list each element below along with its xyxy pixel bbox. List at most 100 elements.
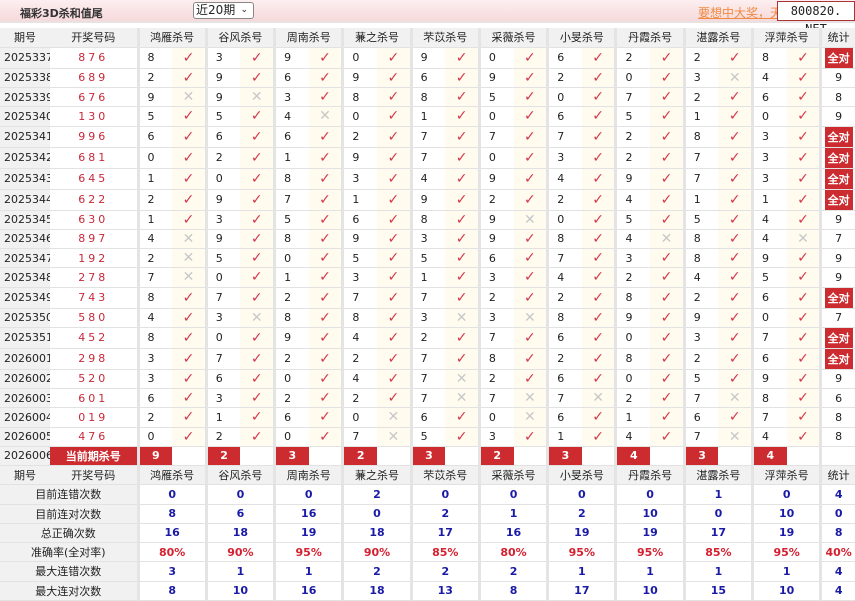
check-icon: ✓ (308, 407, 343, 428)
check-icon: ✓ (172, 287, 207, 309)
cross-icon: ✕ (172, 87, 207, 108)
table-row: 2025350 580 4 ✓ 3 ✕ 8 ✓ 8 ✓ 3 ✕ 3 ✕ 8 ✓ 9 ✓ 9 ✓ 0 ✓ 7 (0, 308, 855, 328)
kill-number: 4 (682, 267, 719, 288)
kill-number: 0 (273, 427, 309, 447)
check-icon: ✓ (650, 348, 685, 370)
check-icon: ✓ (308, 267, 343, 288)
row-stat: 8 (819, 427, 855, 447)
cross-icon: ✕ (650, 229, 685, 250)
kill-number: 7 (341, 427, 377, 447)
check-icon: ✓ (513, 248, 548, 269)
check-icon: ✓ (650, 308, 685, 328)
check-icon: ✓ (308, 147, 343, 169)
cross-icon: ✕ (718, 427, 753, 447)
stats-value: 0 (204, 484, 275, 505)
check-icon: ✓ (240, 168, 275, 190)
stats-row: 最大连错次数 3 1 1 2 2 2 1 1 1 1 4 (0, 561, 855, 582)
range-select[interactable]: 近20期 ⌄ (193, 2, 254, 19)
cross-icon: ✕ (172, 248, 207, 269)
kill-number: 0 (546, 87, 582, 108)
kill-number: 6 (273, 126, 309, 148)
kill-number: 6 (751, 348, 787, 370)
check-icon: ✓ (786, 327, 821, 349)
cross-icon: ✕ (718, 388, 753, 409)
kill-number: 6 (341, 210, 377, 230)
header-expert: 丹霞杀号 (614, 465, 685, 486)
kill-number: 2 (614, 47, 651, 69)
period-cell: 2025339 (0, 87, 50, 108)
kill-number: 3 (204, 210, 241, 230)
draw-number: 452 (50, 327, 138, 349)
period-cell: 2025347 (0, 248, 50, 269)
check-icon: ✓ (513, 68, 548, 89)
row-stat: 全对 (819, 189, 855, 211)
kill-number: 3 (204, 388, 241, 409)
header-expert: 小旻杀号 (546, 465, 616, 486)
stats-value: 1 (682, 484, 753, 505)
check-icon: ✓ (650, 87, 685, 108)
header-expert: 采薇杀号 (477, 465, 548, 486)
check-icon: ✓ (376, 189, 412, 211)
header-expert: 小旻杀号 (546, 28, 616, 48)
check-icon: ✓ (308, 126, 343, 148)
draw-number: 192 (50, 248, 138, 269)
empty-cell (718, 446, 753, 467)
kill-number: 4 (546, 267, 582, 288)
kill-number: 0 (273, 248, 309, 269)
stats-value: 80% (136, 542, 207, 563)
stats-value: 0 (273, 484, 343, 505)
kill-number: 1 (682, 189, 719, 211)
kill-number: 6 (546, 369, 582, 390)
stats-value: 16 (273, 581, 343, 601)
kill-number: 7 (614, 87, 651, 108)
kill-number: 9 (341, 147, 377, 169)
draw-number: 580 (50, 308, 138, 328)
kill-number: 0 (477, 407, 514, 428)
kill-number: 4 (614, 229, 651, 250)
promo-link[interactable]: 要想中大奖，天 (698, 6, 778, 20)
kill-number: 2 (614, 147, 651, 169)
check-icon: ✓ (240, 147, 275, 169)
period-cell: 2026005 (0, 427, 50, 447)
kill-number: 7 (204, 348, 241, 370)
kill-number: 5 (682, 369, 719, 390)
table-row: 2026003 601 6 ✓ 3 ✓ 2 ✓ 2 ✓ 7 ✕ 7 ✕ 7 ✕ 2 ✓ 7 ✕ 8 ✓ 6 (0, 388, 855, 409)
check-icon: ✓ (581, 68, 616, 89)
stats-row: 总正确次数 16 18 19 18 17 16 19 19 17 19 8 (0, 523, 855, 544)
kill-number: 2 (546, 287, 582, 309)
stats-row: 目前连对次数 8 6 16 0 2 1 2 10 0 10 0 (0, 504, 855, 524)
table-row: 2025337 876 8 ✓ 3 ✓ 9 ✓ 0 ✓ 9 ✓ 0 ✓ 6 ✓ 2 ✓ 2 ✓ 8 ✓ 全对 (0, 47, 855, 69)
stats-value: 1 (477, 504, 548, 524)
current-kill-number: 2 (204, 446, 241, 467)
stats-value: 0 (751, 484, 821, 505)
current-kill-number: 3 (409, 446, 446, 467)
kill-number: 9 (204, 229, 241, 250)
empty-cell (376, 446, 412, 467)
check-icon: ✓ (650, 287, 685, 309)
check-icon: ✓ (581, 369, 616, 390)
kill-number: 0 (204, 168, 241, 190)
period-cell: 2026001 (0, 348, 50, 370)
period-cell: 2026004 (0, 407, 50, 428)
kill-number: 4 (751, 229, 787, 250)
cross-icon: ✕ (445, 388, 480, 409)
row-stat: 7 (819, 308, 855, 328)
check-icon: ✓ (786, 407, 821, 428)
kill-number: 3 (341, 267, 377, 288)
check-icon: ✓ (513, 287, 548, 309)
period-cell: 2025348 (0, 267, 50, 288)
kill-number: 8 (341, 87, 377, 108)
check-icon: ✓ (172, 106, 207, 127)
check-icon: ✓ (513, 106, 548, 127)
row-stat: 全对 (819, 348, 855, 370)
check-icon: ✓ (376, 47, 412, 69)
stats-value: 6 (204, 504, 275, 524)
check-icon: ✓ (172, 189, 207, 211)
cross-icon: ✕ (172, 267, 207, 288)
check-icon: ✓ (581, 427, 616, 447)
check-icon: ✓ (445, 47, 480, 69)
empty-cell (786, 446, 821, 467)
check-icon: ✓ (718, 189, 753, 211)
check-icon: ✓ (650, 248, 685, 269)
kill-number: 8 (409, 210, 446, 230)
